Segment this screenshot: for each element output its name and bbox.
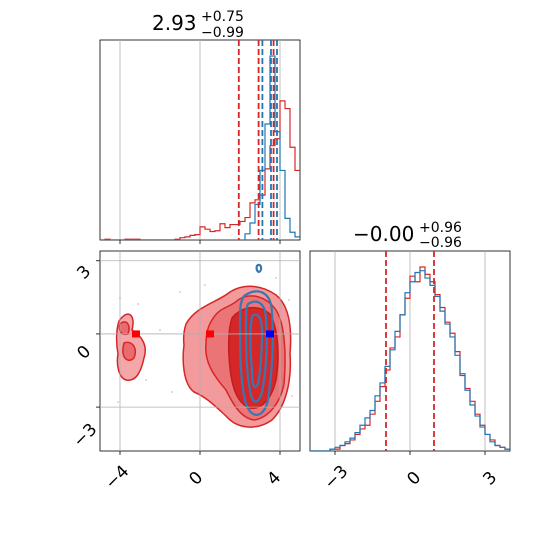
right-xtick-0: −3	[320, 462, 352, 494]
joint-marker-2	[266, 330, 274, 338]
top-marginal-histograms	[100, 40, 300, 240]
joint-xtick-2: 4	[263, 468, 285, 490]
right-marginal-histograms	[310, 251, 510, 451]
joint-marker-1	[206, 330, 214, 338]
top-hist-series-blue	[100, 55, 300, 240]
joint-ytick-0: −3	[69, 420, 101, 452]
joint-ytick-1: 0	[73, 342, 95, 364]
top-marginal-grid	[119, 40, 281, 240]
left-inner-contour-a	[118, 321, 130, 336]
right-hist-series-blue	[310, 270, 510, 451]
top-hist-series-red	[100, 100, 300, 240]
joint-marker-0	[132, 330, 140, 338]
right-title-value: −0.00	[353, 222, 414, 246]
joint-xtick-1: 0	[185, 468, 207, 490]
left-inner-contour-b	[122, 341, 136, 362]
joint-ytick-2: 3	[73, 262, 95, 284]
right-xtick-1: 0	[403, 468, 425, 490]
joint-xtick-0: −4	[101, 462, 133, 494]
right-title-plus: +0.96	[419, 220, 462, 236]
right-xtick-2: 3	[479, 468, 501, 490]
joint-contours	[115, 263, 293, 428]
right-title-minus: −0.96	[419, 235, 462, 251]
top-title-plus: +0.75	[201, 9, 244, 25]
main-core-contour	[227, 306, 279, 409]
top-title-value: 2.93	[152, 11, 197, 35]
joint-markers	[132, 330, 274, 338]
tick-marks	[96, 240, 486, 455]
blue-contours	[238, 263, 274, 416]
top-title-minus: −0.99	[201, 25, 244, 41]
